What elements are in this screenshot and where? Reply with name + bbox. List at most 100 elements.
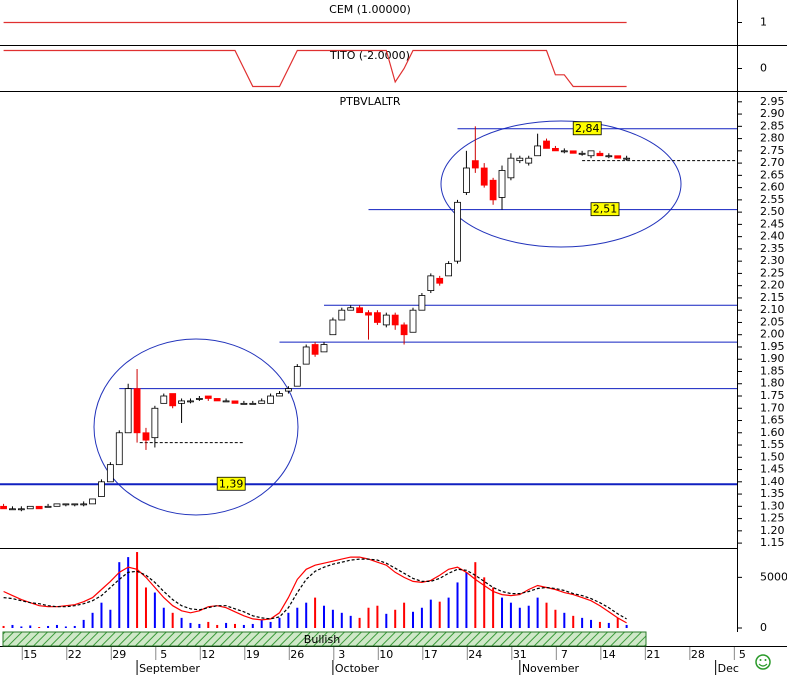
volume-bar: [403, 602, 406, 628]
volume-bar: [394, 609, 397, 628]
candle-body: [356, 307, 363, 314]
volume-bar: [180, 617, 183, 628]
volume-bar: [420, 607, 423, 628]
y-tick-label: 2.35: [760, 242, 785, 255]
candle-body: [249, 402, 257, 405]
y-tick-label: 2.55: [760, 193, 785, 206]
candle-body: [498, 170, 506, 198]
panel-title: CEM (1.00000): [329, 3, 411, 16]
volume-bar: [581, 617, 584, 628]
volume-bar: [429, 599, 432, 628]
candle-body: [329, 319, 337, 336]
y-tick-label: 0: [760, 621, 767, 634]
volume-bar: [465, 572, 468, 628]
candle-body: [89, 498, 96, 505]
candle-body: [267, 395, 274, 404]
volume-bar: [82, 619, 85, 628]
x-tick-label: 5: [160, 648, 167, 661]
volume-bar: [118, 562, 121, 628]
x-tick-label: 26: [290, 648, 304, 661]
candle-body: [578, 152, 586, 155]
volume-bar: [127, 557, 130, 628]
volume-bar: [278, 617, 281, 628]
level-label: 1,39: [219, 477, 244, 490]
volume-bar: [367, 607, 370, 628]
candle-body: [480, 167, 488, 186]
month-label: October: [335, 662, 379, 675]
y-tick-label: 2.00: [760, 328, 785, 341]
candle-body: [587, 150, 595, 157]
candle-body: [516, 157, 524, 162]
volume-bar: [207, 621, 210, 628]
candle-body: [160, 395, 168, 404]
candle-body: [187, 400, 194, 403]
candle-body: [26, 505, 34, 510]
y-tick-label: 1.95: [760, 340, 785, 353]
level-label-box: [572, 121, 602, 136]
y-tick-label: 1.20: [760, 524, 785, 537]
x-tick-label: 31: [513, 648, 527, 661]
candle-body: [213, 398, 221, 402]
volume-bar: [447, 597, 450, 628]
month-label: September: [139, 662, 200, 675]
candle-body: [418, 295, 426, 311]
volume-bar: [171, 612, 174, 628]
y-tick-label: 2.90: [760, 107, 785, 120]
volume-bar: [136, 552, 139, 628]
y-tick-label: 2.45: [760, 217, 785, 230]
volume-bar: [331, 609, 334, 628]
volume-bar: [287, 612, 290, 628]
candle-body: [195, 398, 203, 400]
volume-bar: [376, 605, 379, 628]
y-tick-label: 1.30: [760, 499, 785, 512]
y-tick-label: 1.50: [760, 450, 785, 463]
y-tick-label: 2.60: [760, 181, 785, 194]
y-tick-label: 1.25: [760, 512, 785, 525]
volume-bar: [412, 611, 415, 628]
candle-body: [293, 366, 301, 387]
price-plot: 2,842,511,391,10: [0, 121, 737, 548]
y-tick-label: 2.70: [760, 156, 785, 169]
candle-body: [391, 314, 399, 326]
candle-body: [489, 179, 497, 201]
month-label: November: [522, 662, 580, 675]
volume-bar: [385, 613, 388, 628]
volume-bar: [260, 619, 263, 628]
volume-bar: [109, 609, 112, 628]
candle-body: [463, 167, 470, 193]
volume-bar: [20, 626, 23, 628]
volume-bar: [55, 624, 58, 628]
volume-bar: [64, 626, 67, 628]
candle-body: [151, 407, 159, 439]
candle-body: [258, 400, 266, 404]
y-tick-label: 1.55: [760, 438, 785, 451]
volume-bar: [625, 624, 628, 628]
x-tick-label: 22: [68, 648, 82, 661]
candle-body: [507, 157, 515, 179]
panel-title: TITO (-2.0000): [329, 49, 410, 62]
highlight-ellipse: [93, 338, 299, 516]
candle-body: [338, 309, 346, 321]
y-tick-label: 50000: [760, 570, 787, 583]
volume-bar: [456, 582, 459, 628]
candle-body: [552, 147, 559, 152]
y-tick-label: 1.80: [760, 377, 785, 390]
candle-body: [320, 344, 328, 353]
candle-body: [106, 464, 114, 483]
volume-bar: [598, 621, 601, 628]
candle-body: [569, 150, 577, 154]
volume-bar: [545, 602, 548, 628]
candle-body: [142, 432, 150, 441]
status-icon: [755, 654, 771, 670]
volume-bar: [242, 624, 245, 628]
candle-body: [382, 314, 390, 326]
volume-bar: [162, 607, 165, 628]
volume-bar: [536, 597, 539, 628]
trend-band-label: Bullish: [304, 633, 340, 646]
candle-body: [71, 503, 79, 506]
trend-band: [2, 631, 647, 647]
volume-bar: [492, 587, 495, 628]
y-tick-label: 2.40: [760, 230, 785, 243]
candle-body: [445, 263, 453, 277]
volume-bar: [47, 625, 50, 628]
